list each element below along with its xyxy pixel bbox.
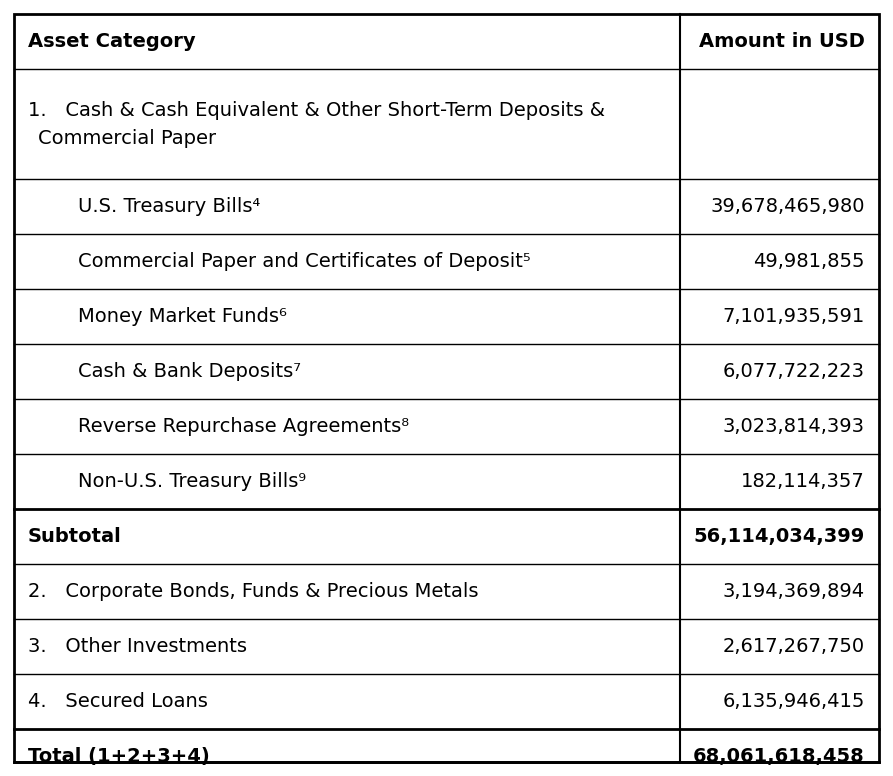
- Text: Subtotal: Subtotal: [28, 527, 121, 546]
- Text: U.S. Treasury Bills⁴: U.S. Treasury Bills⁴: [28, 197, 260, 216]
- Text: 68,061,618,458: 68,061,618,458: [693, 747, 865, 766]
- Text: 2.   Corporate Bonds, Funds & Precious Metals: 2. Corporate Bonds, Funds & Precious Met…: [28, 582, 479, 601]
- Text: Reverse Repurchase Agreements⁸: Reverse Repurchase Agreements⁸: [28, 417, 409, 436]
- Text: 3,194,369,894: 3,194,369,894: [722, 582, 865, 601]
- Text: 49,981,855: 49,981,855: [754, 252, 865, 271]
- Text: Cash & Bank Deposits⁷: Cash & Bank Deposits⁷: [28, 362, 301, 381]
- Text: 6,077,722,223: 6,077,722,223: [723, 362, 865, 381]
- Text: 2,617,267,750: 2,617,267,750: [722, 637, 865, 656]
- Text: Asset Category: Asset Category: [28, 32, 196, 51]
- Text: 3,023,814,393: 3,023,814,393: [723, 417, 865, 436]
- Text: 182,114,357: 182,114,357: [741, 472, 865, 491]
- Text: Total (1+2+3+4): Total (1+2+3+4): [28, 747, 210, 766]
- Text: 1.   Cash & Cash Equivalent & Other Short-Term Deposits &: 1. Cash & Cash Equivalent & Other Short-…: [28, 101, 605, 120]
- Text: 6,135,946,415: 6,135,946,415: [722, 692, 865, 711]
- Text: Commercial Paper and Certificates of Deposit⁵: Commercial Paper and Certificates of Dep…: [28, 252, 530, 271]
- Text: 7,101,935,591: 7,101,935,591: [722, 307, 865, 326]
- Text: 39,678,465,980: 39,678,465,980: [711, 197, 865, 216]
- Text: Amount in USD: Amount in USD: [699, 32, 865, 51]
- Text: 56,114,034,399: 56,114,034,399: [694, 527, 865, 546]
- Text: 3.   Other Investments: 3. Other Investments: [28, 637, 247, 656]
- Text: 4.   Secured Loans: 4. Secured Loans: [28, 692, 208, 711]
- Text: Non-U.S. Treasury Bills⁹: Non-U.S. Treasury Bills⁹: [28, 472, 306, 491]
- Text: Money Market Funds⁶: Money Market Funds⁶: [28, 307, 287, 326]
- Text: Commercial Paper: Commercial Paper: [38, 129, 216, 147]
